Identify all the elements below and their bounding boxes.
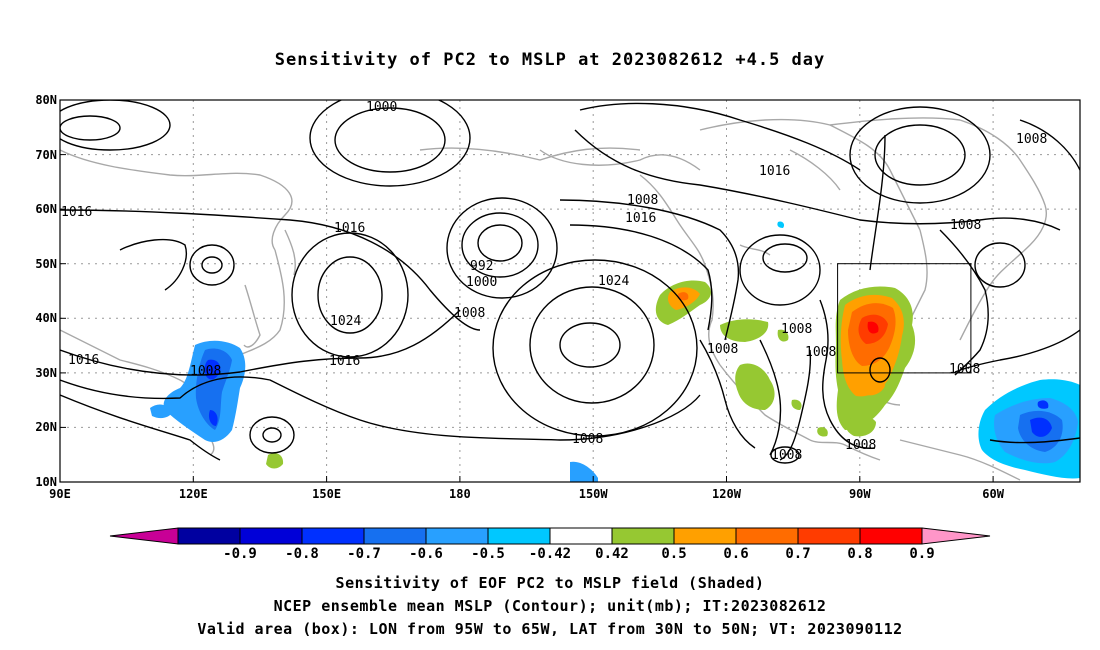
contour-label: 1008 [805,345,836,360]
colorbar-label: -0.42 [529,546,571,562]
latitude-labels: 80N 70N 60N 50N 40N 30N 20N 10N [35,93,57,489]
contour-label: 1008 [572,432,603,447]
contour-label: 992 [470,259,493,274]
contour-label: 1016 [334,221,365,236]
colorbar-swatch [301,527,365,545]
colorbar-swatch [611,527,675,545]
colorbar-swatch [797,527,861,545]
lon-label: 60W [982,487,1004,501]
lat-label: 80N [35,93,57,107]
lat-label: 60N [35,202,57,216]
contour-label: 1008 [950,218,981,233]
map-title: Sensitivity of PC2 to MSLP at 2023082612… [274,50,826,70]
colorbar-swatch [487,527,551,545]
lat-label: 30N [35,366,57,380]
contour-label: 1016 [68,353,99,368]
contour-label: 1008 [845,438,876,453]
colorbar-label: 0.9 [909,546,934,562]
lon-label: 150W [579,487,609,501]
contour-label: 1008 [771,448,802,463]
contour-label: 1008 [781,322,812,337]
caption-contour: NCEP ensemble mean MSLP (Contour); unit(… [273,597,827,615]
lat-label: 70N [35,148,57,162]
lon-label: 150E [312,487,341,501]
colorbar-swatch [673,527,737,545]
contour-label: 1000 [466,275,497,290]
contour-label: 1008 [190,364,221,379]
colorbar: -0.9 -0.8 -0.7 -0.6 -0.5 -0.42 0.42 0.5 0.6 0.7 0.… [109,527,991,562]
colorbar-label: -0.6 [409,546,443,562]
lat-label: 40N [35,311,57,325]
colorbar-swatch [735,527,799,545]
lat-label: 10N [35,475,57,489]
contour-label: 1008 [627,193,658,208]
colorbar-label: -0.9 [223,546,257,562]
contour-label: 1016 [759,164,790,179]
map-frame [59,99,1081,483]
colorbar-swatch [549,527,613,545]
colorbar-label: -0.8 [285,546,319,562]
contour-label: 1016 [61,205,92,220]
lon-label: 180 [449,487,471,501]
colorbar-swatch [425,527,489,545]
caption-shading: Sensitivity of EOF PC2 to MSLP field (Sh… [335,574,765,592]
colorbar-label: -0.5 [471,546,505,562]
contour-label: 1016 [625,211,656,226]
lon-label: 90E [49,487,71,501]
contour-label: 1016 [329,354,360,369]
colorbar-label: 0.7 [785,546,810,562]
colorbar-swatch [177,527,241,545]
lat-label: 20N [35,420,57,434]
caption-block: Sensitivity of EOF PC2 to MSLP field (Sh… [0,572,1100,641]
axis-ticks [60,99,994,483]
lon-label: 90W [849,487,871,501]
valid-area-box [837,263,972,374]
colorbar-label: 0.8 [847,546,872,562]
colorbar-label: 0.6 [723,546,748,562]
mslp-contours [60,100,1080,464]
colorbar-low-end [109,527,179,545]
colorbar-swatch [363,527,427,545]
colorbar-label: -0.7 [347,546,381,562]
colorbar-label: 0.42 [595,546,629,562]
contour-label: 1024 [598,274,629,289]
lon-label: 120E [179,487,208,501]
colorbar-high-end [921,527,991,545]
contour-label: 1008 [949,362,980,377]
contour-label: 1000 [366,100,397,115]
longitude-labels: 90E 120E 150E 180 150W 120W 90W 60W [49,487,1005,501]
colorbar-swatch [239,527,303,545]
contour-label: 1024 [330,314,361,329]
lat-label: 50N [35,257,57,271]
contour-labels: 1000 992 1000 1008 1008 1016 1016 1016 1… [61,100,1047,463]
colorbar-swatch [859,527,923,545]
contour-label: 1008 [1016,132,1047,147]
contour-label: 1008 [707,342,738,357]
contour-label: 1008 [454,306,485,321]
lon-label: 120W [712,487,742,501]
colorbar-label: 0.5 [661,546,686,562]
caption-valid-area: Valid area (box): LON from 95W to 65W, L… [197,620,903,638]
